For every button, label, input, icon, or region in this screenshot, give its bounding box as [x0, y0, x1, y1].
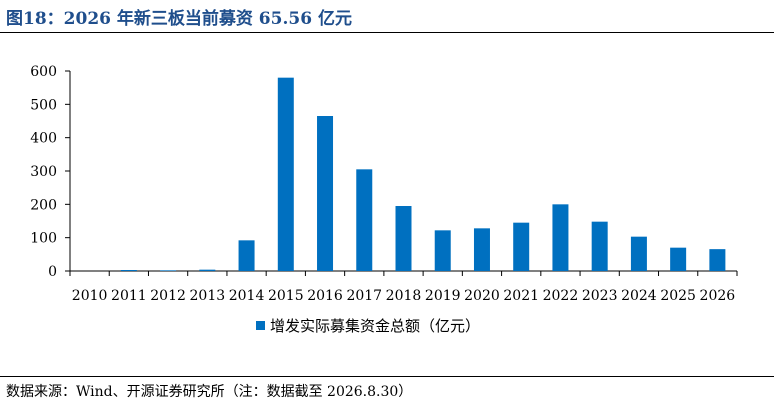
x-tick-label: 2010 — [72, 288, 108, 304]
bar-chart: 0 100 200 300 400 500 600 2010 2011 2012 2013 2014… — [30, 64, 738, 335]
bar-2016 — [317, 116, 334, 271]
y-tick-label: 100 — [30, 231, 57, 247]
legend-swatch — [256, 321, 265, 330]
x-tick-label: 2025 — [660, 288, 696, 304]
source-note: 数据来源：Wind、开源证券研究所（注：数据截至 2026.8.30） — [6, 384, 413, 400]
title-rule — [0, 32, 774, 33]
y-tick-label: 200 — [30, 197, 57, 213]
bar-2021 — [513, 222, 530, 271]
bar-2018 — [395, 206, 412, 271]
legend: 增发实际募集资金总额（亿元） — [256, 317, 480, 335]
bar-2026 — [709, 249, 726, 271]
bar-2020 — [473, 228, 490, 271]
bar-2013 — [199, 269, 216, 271]
y-tick-label: 500 — [30, 97, 57, 113]
bar-2023 — [591, 221, 608, 271]
y-tick-label: 400 — [30, 131, 57, 147]
bar-2011 — [120, 270, 137, 271]
x-tick-label: 2011 — [111, 288, 147, 304]
bar-2025 — [670, 247, 687, 271]
bar-2015 — [277, 77, 294, 272]
x-tick-label: 2024 — [621, 288, 657, 304]
source-rule — [0, 376, 774, 377]
x-tick-label: 2026 — [700, 288, 736, 304]
x-tick-label: 2014 — [229, 288, 265, 304]
bar-2014 — [238, 240, 255, 271]
x-tick-label: 2017 — [346, 288, 382, 304]
x-tick-label: 2020 — [464, 288, 500, 304]
legend-label: 增发实际募集资金总额（亿元） — [270, 317, 480, 335]
bar-2024 — [630, 236, 647, 271]
bar-2022 — [552, 204, 569, 271]
x-tick-label: 2023 — [582, 288, 618, 304]
y-tick-label: 600 — [30, 64, 57, 80]
y-tick-label: 300 — [30, 164, 57, 180]
bar-2019 — [434, 230, 451, 271]
bar-series — [120, 77, 726, 272]
x-tick-label: 2016 — [307, 288, 343, 304]
x-tick-label: 2022 — [543, 288, 579, 304]
y-tick-label: 0 — [48, 264, 57, 280]
x-axis: 2010 2011 2012 2013 2014 2015 2016 2017 2018 2019… — [69, 270, 738, 304]
x-tick-label: 2019 — [425, 288, 461, 304]
x-tick-label: 2018 — [386, 288, 422, 304]
figure-title: 图18：2026 年新三板当前募资 65.56 亿元 — [6, 9, 352, 29]
bar-2017 — [356, 169, 373, 271]
x-tick-label: 2021 — [503, 288, 539, 304]
y-axis: 0 100 200 300 400 500 600 — [30, 64, 71, 280]
x-tick-label: 2012 — [150, 288, 186, 304]
bar-2012 — [160, 270, 177, 271]
x-tick-label: 2015 — [268, 288, 304, 304]
x-tick-label: 2013 — [190, 288, 226, 304]
